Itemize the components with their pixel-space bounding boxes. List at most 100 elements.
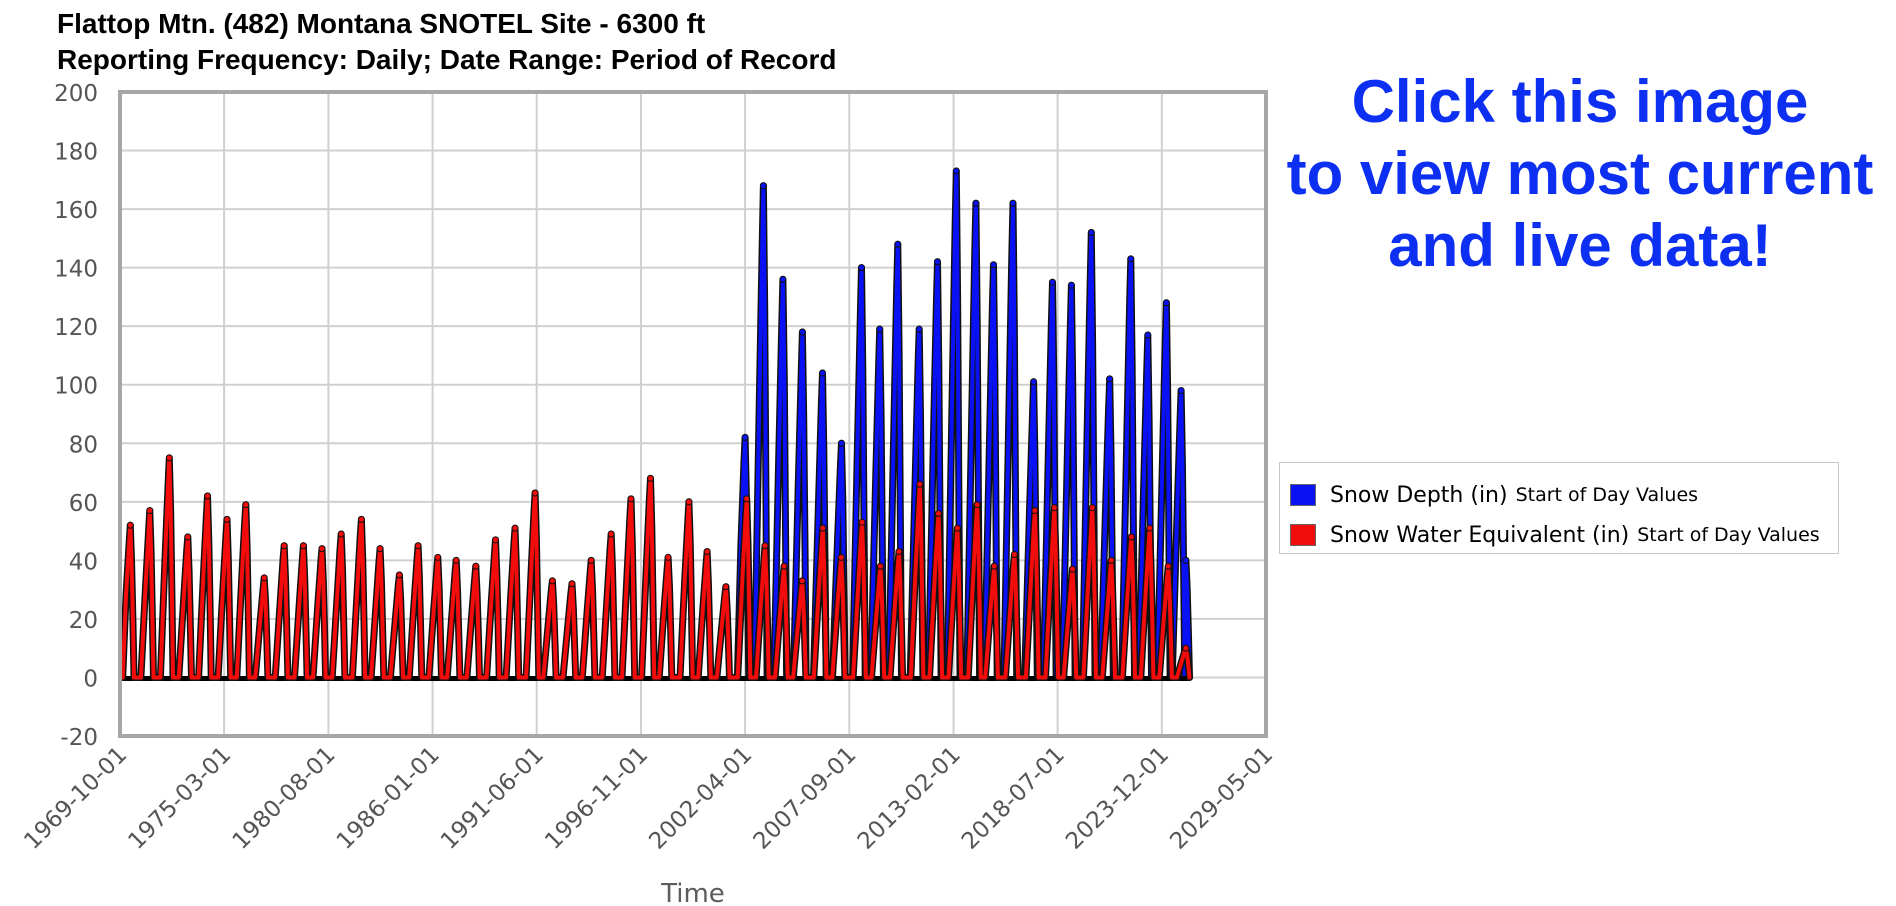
series-swe-peak-point: [223, 515, 231, 523]
series-swe-peak-point: [452, 556, 460, 564]
series-swe-peak-point: [1010, 551, 1018, 559]
series-swe-peak-point: [780, 562, 788, 570]
series-swe-peak-point: [876, 562, 884, 570]
series-swe-peak-point: [165, 454, 173, 462]
y-tick-label: 120: [54, 315, 98, 341]
series-swe-peak-point: [587, 556, 595, 564]
series-swe-peak-point: [434, 553, 442, 561]
series-swe-peak-point: [1164, 562, 1172, 570]
legend-label-snow-depth: Snow Depth (in): [1330, 482, 1508, 508]
y-tick-label: 80: [69, 432, 98, 458]
series-snow-depth-peak-point: [1106, 375, 1114, 383]
y-tick-label: 140: [54, 257, 98, 283]
series-snow-depth-peak-point: [1067, 281, 1075, 289]
series-snow-depth-peak-point: [989, 261, 997, 269]
series-swe-peak-point: [492, 536, 500, 544]
series-swe-peak-point: [184, 533, 192, 541]
series-swe-peak-point: [722, 583, 730, 591]
series-swe-peak-point: [703, 548, 711, 556]
x-tick-label: 1991-06-01: [436, 742, 549, 855]
series-swe-peak-point: [280, 542, 288, 550]
series-swe-peak-point: [934, 510, 942, 518]
x-tick-label: 2002-04-01: [644, 742, 757, 855]
series-swe: [118, 454, 1193, 681]
series-snow-depth-peak-point: [741, 433, 749, 441]
series-snow-depth-peak-point: [779, 275, 787, 283]
series-swe-peak-point: [837, 553, 845, 561]
x-tick-label: 2007-09-01: [749, 742, 862, 855]
series-snow-depth-peak-point: [1144, 331, 1152, 339]
x-tick-label: 1980-08-01: [228, 742, 341, 855]
series-snow-depth-peak-point: [1162, 299, 1170, 307]
series-swe-peak-point: [990, 562, 998, 570]
series-snow-depth-peak-point: [894, 240, 902, 248]
series-swe-peak-point: [204, 492, 212, 500]
series-swe-peak-point: [1069, 565, 1077, 573]
series-snow-depth-peak-point: [818, 369, 826, 377]
series-snow-depth-peak-point: [952, 167, 960, 175]
series-swe-peak-point: [743, 495, 751, 503]
x-tick-label: 2029-05-01: [1165, 742, 1278, 855]
series-swe-peak-point: [299, 542, 307, 550]
legend-item-swe[interactable]: Snow Water Equivalent (in) Start of Day …: [1290, 520, 1820, 550]
series-swe-peak-point: [798, 577, 806, 585]
series-snow-depth-peak-point: [876, 325, 884, 333]
series-swe-peak-point: [568, 580, 576, 588]
series-swe-peak-point: [1031, 507, 1039, 515]
series-swe-peak-point: [1050, 504, 1058, 512]
series-snow-depth-peak-point: [858, 264, 866, 272]
x-tick-label: 1996-11-01: [540, 742, 653, 855]
series-snow-depth-peak-point: [837, 439, 845, 447]
x-tick-label: 1975-03-01: [123, 742, 236, 855]
legend: Snow Depth (in) Start of Day Values Snow…: [1279, 462, 1839, 554]
series-snow-depth-peak-point: [1087, 229, 1095, 237]
y-tick-label: 60: [69, 491, 98, 517]
plot-frame: [118, 90, 1268, 738]
series-snow-depth-peak-point: [972, 199, 980, 207]
series-snow-depth-peak-point: [1127, 255, 1135, 263]
series-snow-depth-peak-point: [1177, 387, 1185, 395]
legend-swatch-swe: [1290, 524, 1316, 546]
chart-title-line-1: Flattop Mtn. (482) Montana SNOTEL Site -…: [57, 8, 706, 39]
x-axis-ticks: 1969-10-011975-03-011980-08-011986-01-01…: [19, 742, 1278, 855]
legend-sublabel-swe: Start of Day Values: [1637, 524, 1820, 546]
x-axis-label: Time: [660, 879, 725, 906]
legend-swatch-snow-depth: [1290, 484, 1316, 506]
series-swe-peak-point: [146, 507, 154, 515]
chart-title-line-2: Reporting Frequency: Daily; Date Range: …: [57, 44, 837, 75]
y-tick-label: 160: [54, 198, 98, 224]
series-swe-peak-point: [414, 542, 422, 550]
x-tick-label: 2013-02-01: [853, 742, 966, 855]
promo-line-3: and live data!: [1388, 212, 1772, 279]
series-swe-peak-point: [472, 562, 480, 570]
view-live-data-link[interactable]: Click this image to view most current an…: [1270, 66, 1890, 282]
x-tick-label: 1969-10-01: [19, 742, 132, 855]
series-swe-peak-point: [1107, 556, 1115, 564]
series-swe-peak-point: [260, 574, 268, 582]
series-swe-peak-point: [531, 489, 539, 497]
series-swe-peak-point: [895, 548, 903, 556]
series-swe-peak-point: [858, 518, 866, 526]
series-snow-depth-peak-point: [1030, 378, 1038, 386]
series-swe-peak-point: [1182, 644, 1190, 652]
x-tick-label: 2023-12-01: [1061, 742, 1174, 855]
y-tick-label: 0: [83, 666, 98, 692]
series-snow-depth-peak-point: [1182, 556, 1190, 564]
promo-line-2: to view most current: [1286, 140, 1874, 207]
y-tick-label: -20: [60, 725, 98, 751]
series-swe-peak-point: [376, 545, 384, 553]
y-tick-label: 200: [54, 81, 98, 107]
legend-item-snow-depth[interactable]: Snow Depth (in) Start of Day Values: [1290, 480, 1698, 510]
series-swe-peak-point: [607, 530, 615, 538]
series-swe-peak-point: [685, 498, 693, 506]
series-swe-peak-point: [761, 542, 769, 550]
series-swe-peak-point: [916, 480, 924, 488]
series-snow-depth-peak-point: [759, 182, 767, 190]
series-swe-line: [120, 455, 1192, 680]
legend-label-swe: Snow Water Equivalent (in): [1330, 522, 1630, 548]
series-swe-peak-point: [511, 524, 519, 532]
plot-series: [118, 167, 1193, 681]
y-tick-label: 100: [54, 374, 98, 400]
